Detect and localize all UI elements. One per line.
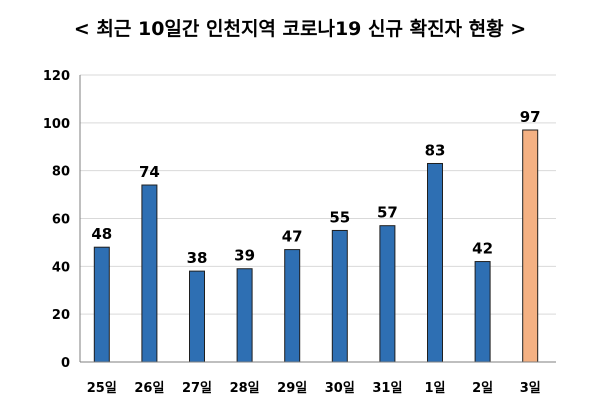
- bar-1일: [427, 162, 443, 363]
- x-tick-label: 28일: [230, 381, 260, 396]
- y-tick-label: 40: [52, 260, 70, 275]
- x-tick-label: 30일: [325, 381, 355, 396]
- x-tick-label: 29일: [277, 381, 307, 396]
- x-tick-label: 25일: [87, 381, 117, 396]
- bars: [93, 129, 539, 363]
- x-tick-label: 2일: [472, 381, 493, 396]
- data-label: 97: [520, 108, 541, 126]
- bar-27일: [189, 270, 205, 363]
- data-label: 83: [425, 141, 446, 159]
- x-tick-label: 31일: [372, 381, 402, 396]
- bar-26일: [141, 184, 158, 363]
- y-tick-label: 120: [43, 69, 70, 84]
- y-tick-label: 60: [52, 213, 70, 228]
- data-label: 48: [91, 225, 112, 243]
- bar-28일: [236, 268, 253, 363]
- bar-31일: [379, 225, 396, 363]
- data-label: 47: [282, 228, 303, 246]
- bar-30일: [331, 229, 348, 363]
- x-tick-label: 26일: [134, 381, 164, 396]
- y-tick-label: 100: [43, 117, 70, 132]
- data-label: 38: [187, 249, 208, 267]
- y-tick-label: 80: [52, 165, 70, 180]
- bar-25일: [93, 246, 110, 363]
- bar-3일: [522, 129, 539, 363]
- data-label: 39: [234, 247, 255, 265]
- data-label: 55: [329, 208, 350, 226]
- data-label: 74: [139, 163, 160, 181]
- labels: 0 20 40 60 80 100 120 48 25일 74 26일 38 27일 39 28일 47 29일…: [43, 69, 541, 396]
- x-tick-label: 1일: [424, 381, 445, 396]
- bar-29일: [284, 249, 301, 363]
- x-tick-label: 3일: [520, 381, 541, 396]
- y-tick-label: 0: [61, 356, 70, 371]
- x-tick-label: 27일: [182, 381, 212, 396]
- data-label: 57: [377, 204, 398, 222]
- data-label: 42: [472, 240, 493, 258]
- y-tick-label: 20: [52, 308, 70, 323]
- bar-2일: [474, 261, 491, 363]
- chart-title: < 최근 10일간 인천지역 코로나19 신규 확진자 현황 >: [73, 18, 527, 40]
- axes: [79, 75, 556, 363]
